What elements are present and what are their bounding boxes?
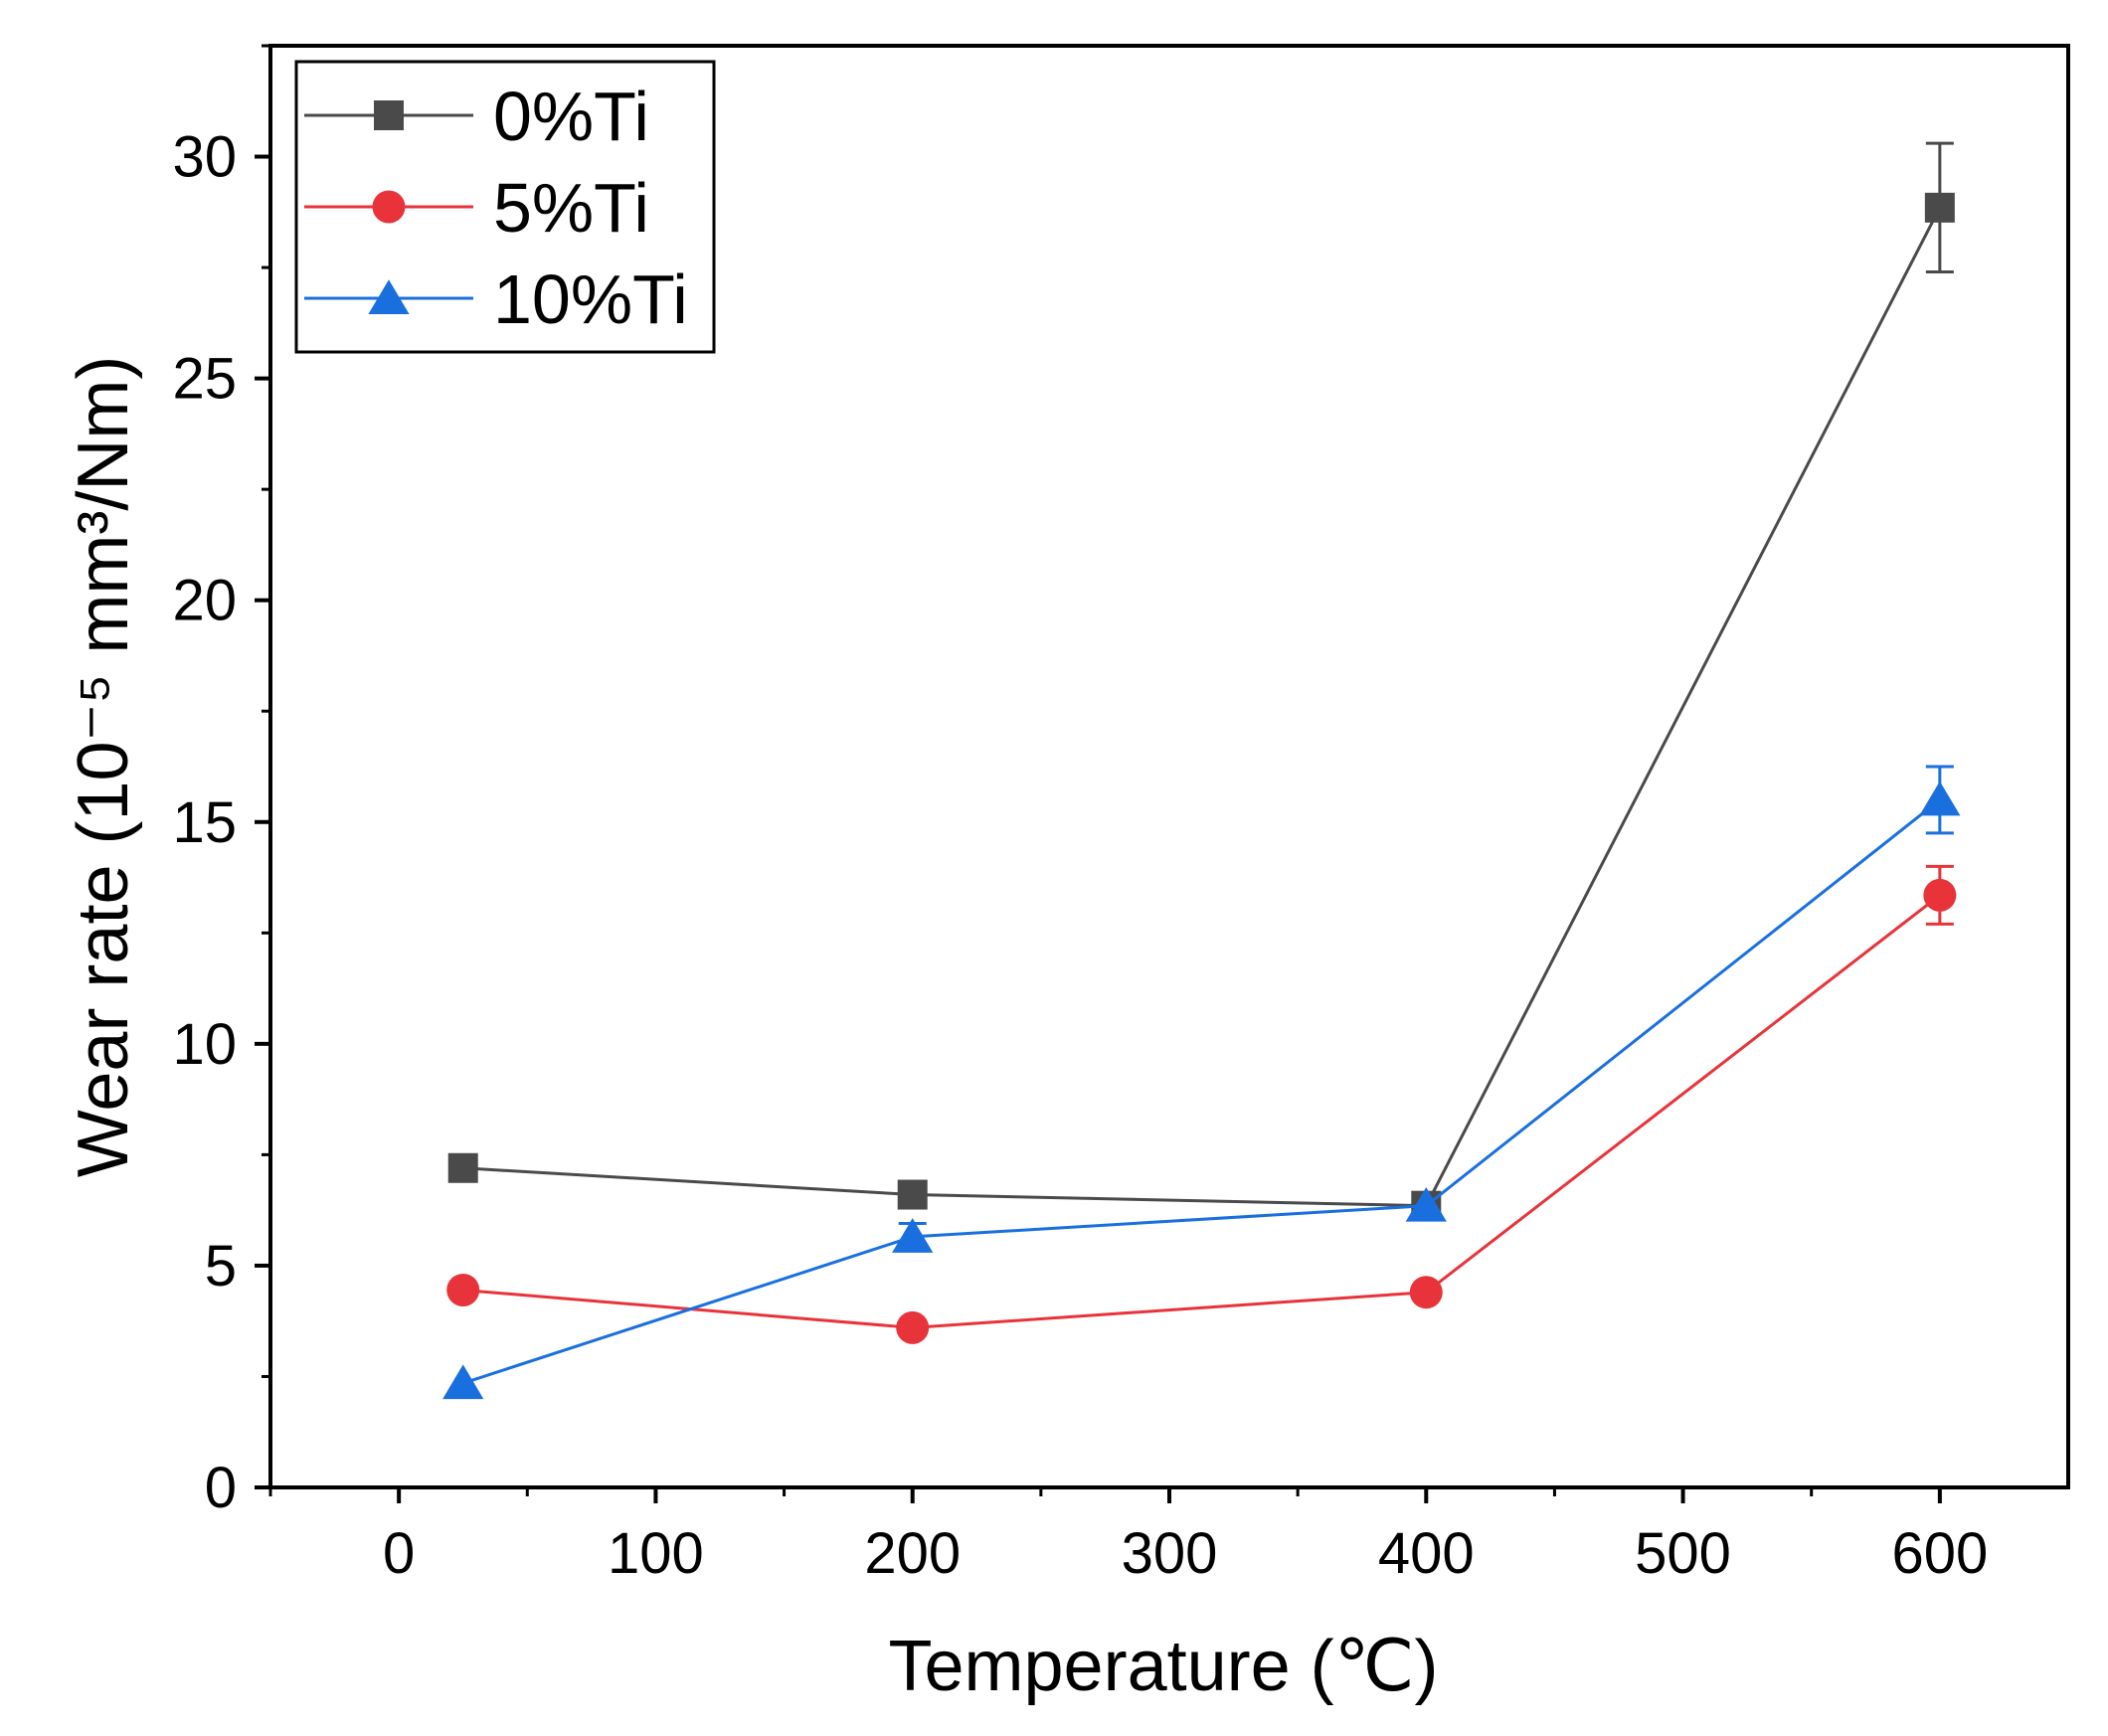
legend-marker (368, 279, 410, 314)
data-point (897, 1179, 928, 1210)
data-point (1919, 781, 1961, 816)
x-tick-label: 200 (864, 1521, 961, 1586)
x-tick-label: 400 (1378, 1521, 1475, 1586)
data-point (1924, 192, 1955, 223)
x-axis-ticks: 0 100 200 300 400 500 600 (268, 1487, 1988, 1586)
legend-marker (372, 190, 406, 224)
y-tick-label: 0 (205, 1456, 237, 1520)
x-tick-label: 500 (1635, 1521, 1731, 1586)
data-point (896, 1310, 930, 1344)
series-layer (442, 141, 1961, 1400)
y-tick-label: 20 (172, 569, 237, 633)
data-point (892, 1218, 934, 1253)
y-tick-label: 15 (172, 790, 237, 855)
y-axis-title: Wear rate (10⁻⁵ mm³/Nm) (64, 356, 143, 1178)
y-tick-label: 30 (172, 125, 237, 190)
legend-label: 10%Ti (493, 260, 688, 338)
legend: 0%Ti 5%Ti 10%Ti (294, 60, 716, 354)
data-point (442, 1364, 484, 1400)
series-line (462, 894, 1941, 1329)
y-tick-label: 5 (205, 1234, 237, 1299)
legend-label: 5%Ti (493, 169, 649, 247)
x-tick-label: 100 (608, 1521, 704, 1586)
legend-item-10%Ti: 10%Ti (304, 260, 688, 338)
series-line (462, 207, 1942, 1208)
x-axis-title: Temperature (℃) (888, 1627, 1438, 1706)
legend-label: 0%Ti (493, 78, 649, 155)
data-point (1405, 1186, 1447, 1222)
series-5%Ti (446, 864, 1957, 1344)
legend-marker (374, 100, 404, 130)
y-tick-label: 10 (172, 1012, 237, 1077)
data-point (446, 1273, 480, 1306)
legend-item-5%Ti: 5%Ti (304, 169, 649, 247)
x-tick-label: 600 (1891, 1521, 1988, 1586)
data-point (1923, 878, 1957, 912)
y-axis-ticks: 0 5 10 15 20 25 30 (172, 44, 270, 1520)
legend-box (294, 60, 716, 354)
series-10%Ti (442, 765, 1961, 1400)
data-point (447, 1152, 478, 1183)
y-tick-label: 25 (172, 347, 237, 412)
x-tick-label: 300 (1122, 1521, 1218, 1586)
x-tick-label: 0 (383, 1521, 415, 1586)
data-point (1409, 1276, 1443, 1309)
legend-item-0%Ti: 0%Ti (304, 78, 649, 155)
series-line (462, 798, 1941, 1385)
